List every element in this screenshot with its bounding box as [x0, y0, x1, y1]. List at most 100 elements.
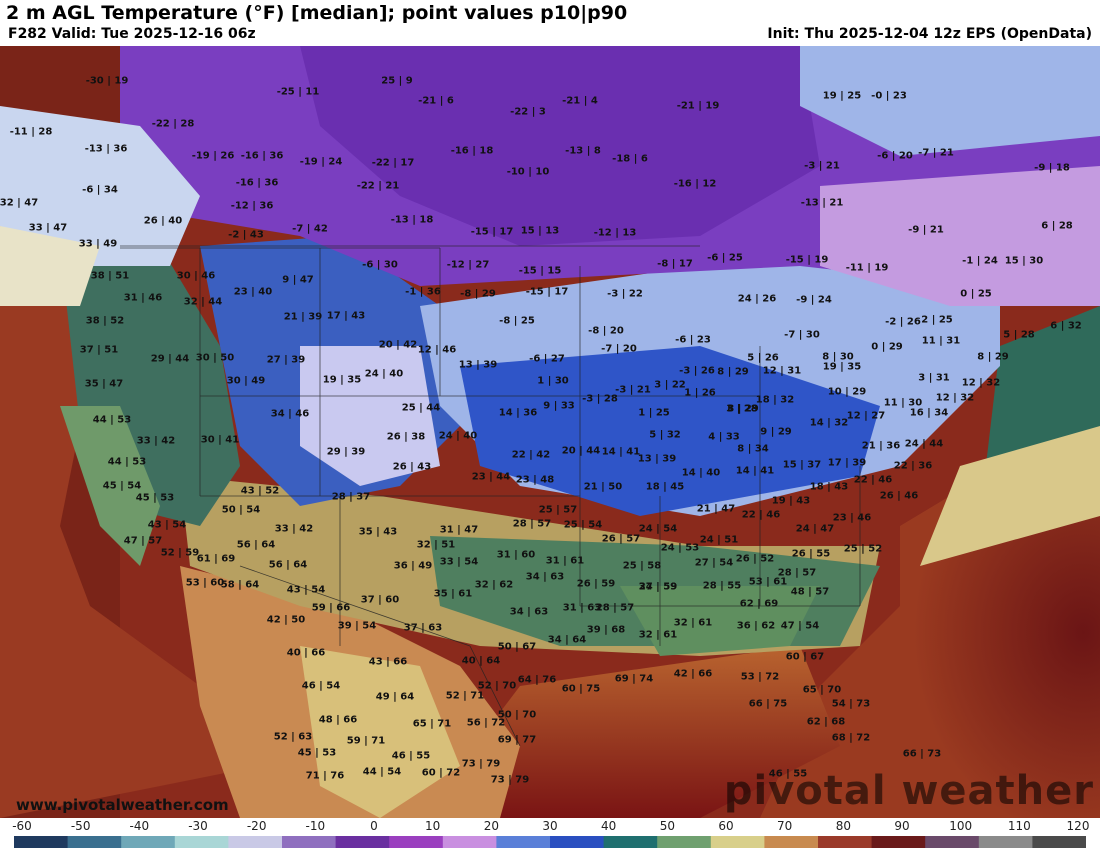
point-value-label: 9 | 47	[282, 274, 314, 286]
point-value-label: -16 | 36	[240, 150, 284, 162]
point-value-label: 5 | 26	[747, 352, 779, 364]
point-value-label: -8 | 29	[460, 288, 496, 300]
point-value-label: 37 | 51	[79, 344, 119, 356]
point-value-label: 66 | 75	[748, 698, 788, 710]
point-value-label: -13 | 8	[565, 145, 601, 157]
point-value-label: 15 | 13	[520, 225, 560, 237]
point-value-label: 45 | 53	[297, 747, 337, 759]
point-value-label: 53 | 60	[185, 577, 225, 589]
point-value-label: 1 | 25	[638, 407, 670, 419]
point-value-label: 26 | 43	[392, 461, 432, 473]
point-value-label: 15 | 30	[1004, 255, 1044, 267]
point-value-label: 30 | 49	[226, 375, 266, 387]
point-value-label: -3 | 26	[679, 365, 715, 377]
legend-tick-label: 70	[777, 819, 793, 833]
point-value-label: 28 | 57	[595, 602, 635, 614]
point-value-label: 26 | 52	[735, 553, 775, 565]
point-value-label: 14 | 36	[498, 407, 538, 419]
point-value-label: -19 | 26	[191, 150, 235, 162]
point-value-label: 53 | 61	[748, 576, 788, 588]
map-title: 2 m AGL Temperature (°F) [median]; point…	[6, 2, 628, 24]
point-value-label: -6 | 20	[877, 150, 913, 162]
legend-tick-label: 100	[949, 819, 973, 833]
point-value-label: 45 | 54	[102, 480, 142, 492]
point-value-label: -6 | 25	[707, 252, 743, 264]
point-value-label: 20 | 42	[378, 339, 418, 351]
website-credit[interactable]: www.pivotalweather.com	[16, 796, 229, 814]
legend-tick-label: 40	[601, 819, 617, 833]
point-value-label: 35 | 43	[358, 526, 398, 538]
point-value-label: 8 | 29	[727, 403, 759, 415]
point-value-label: 35 | 47	[84, 378, 124, 390]
point-value-label: 21 | 50	[583, 481, 623, 493]
point-value-label: 47 | 57	[123, 535, 163, 547]
point-value-label: -3 | 22	[607, 288, 643, 300]
point-value-label: 26 | 59	[576, 578, 616, 590]
point-value-label: 33 | 54	[439, 556, 479, 568]
point-value-label: 8 | 29	[977, 351, 1009, 363]
point-value-label: 12 | 31	[762, 365, 802, 377]
legend-tick-label: -10	[305, 819, 326, 833]
legend-tick-label: 80	[835, 819, 851, 833]
point-value-label: 73 | 79	[461, 758, 501, 770]
point-value-label: -0 | 23	[871, 90, 907, 102]
point-value-label: -8 | 20	[588, 325, 624, 337]
color-legend: -60 -50 -40 -30 -20 -10 0 10 20 30 40 50 60 70 80 90 100…	[0, 818, 1100, 850]
point-value-label: -9 | 21	[908, 224, 944, 236]
point-value-label: 24 | 53	[660, 542, 700, 554]
point-value-label: 4 | 33	[708, 431, 740, 443]
point-value-label: 34 | 64	[547, 634, 587, 646]
point-value-label: -7 | 30	[784, 329, 820, 341]
point-value-label: -13 | 21	[800, 197, 844, 209]
header: 2 m AGL Temperature (°F) [median]; point…	[0, 0, 1100, 46]
point-value-label: 32 | 51	[416, 539, 456, 551]
point-value-label: 60 | 75	[561, 683, 601, 695]
point-value-label: -19 | 24	[299, 156, 343, 168]
point-value-label: 59 | 66	[311, 602, 351, 614]
legend-tick-label: 30	[542, 819, 558, 833]
point-value-label: 46 | 54	[301, 680, 341, 692]
point-value-label: 30 | 50	[195, 352, 235, 364]
point-value-label: 37 | 60	[360, 594, 400, 606]
legend-color-swatch	[657, 836, 712, 848]
point-value-label: 61 | 69	[196, 553, 236, 565]
point-value-label: 46 | 55	[391, 750, 431, 762]
legend-tick-label: -30	[188, 819, 208, 833]
point-value-label: 19 | 35	[822, 361, 862, 373]
point-value-label: 26 | 55	[791, 548, 831, 560]
point-value-label: 12 | 32	[961, 377, 1001, 389]
point-value-label: 59 | 71	[346, 735, 386, 747]
point-value-label: 6 | 28	[1041, 220, 1073, 232]
point-value-label: -25 | 11	[276, 86, 320, 98]
point-value-label: 52 | 70	[477, 680, 517, 692]
point-value-label: 43 | 54	[147, 519, 187, 531]
point-value-label: 69 | 77	[497, 734, 537, 746]
point-value-label: 69 | 74	[614, 673, 654, 685]
point-value-label: 26 | 40	[143, 215, 183, 227]
point-value-label: -22 | 28	[151, 118, 195, 130]
point-value-label: 25 | 54	[563, 519, 603, 531]
point-value-label: 35 | 61	[433, 588, 473, 600]
point-value-label: 33 | 47	[28, 222, 68, 234]
legend-tick-label: 110	[1007, 819, 1031, 833]
point-value-label: 34 | 63	[525, 571, 565, 583]
point-value-label: 13 | 39	[637, 453, 677, 465]
point-value-label: 53 | 72	[740, 671, 780, 683]
point-value-label: 32 | 61	[673, 617, 713, 629]
point-value-label: 52 | 59	[160, 547, 200, 559]
point-value-label: 33 | 49	[78, 238, 118, 250]
point-value-label: 24 | 47	[795, 523, 835, 535]
point-value-label: 29 | 39	[326, 446, 366, 458]
point-value-label: 20 | 44	[561, 445, 601, 457]
point-value-layer: -30 | 19 -25 | 11 25 | 9 -21 | 6 -21 | 4 -21 …	[0, 46, 1100, 818]
point-value-label: 13 | 39	[458, 359, 498, 371]
point-value-label: -8 | 25	[499, 315, 535, 327]
legend-tick-label: 60	[718, 819, 734, 833]
point-value-label: 5 | 28	[1003, 329, 1035, 341]
point-value-label: 37 | 63	[403, 622, 443, 634]
point-value-label: 62 | 68	[806, 716, 846, 728]
point-value-label: 14 | 41	[735, 465, 775, 477]
point-value-label: 73 | 79	[490, 774, 530, 786]
legend-color-swatch	[818, 836, 873, 848]
point-value-label: 1 | 30	[537, 375, 569, 387]
